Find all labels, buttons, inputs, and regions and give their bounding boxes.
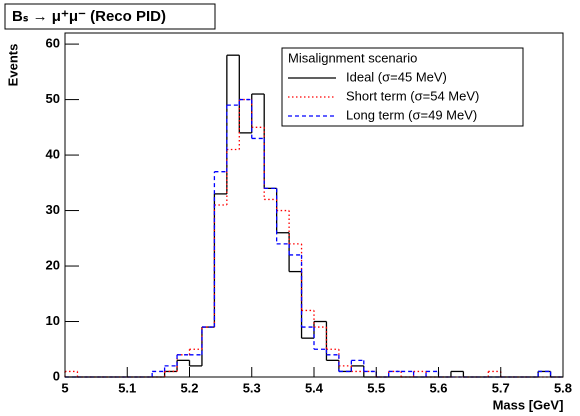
y-tick-label: 50 [46, 91, 60, 106]
y-tick-label: 20 [46, 257, 60, 272]
legend-title: Misalignment scenario [288, 50, 417, 65]
y-tick-label: 10 [46, 313, 60, 328]
chart-title: Bₛ → μ⁺μ⁻ (Reco PID) [12, 8, 166, 25]
x-tick-label: 5.4 [305, 380, 324, 395]
y-tick-label: 30 [46, 202, 60, 217]
x-tick-label: 5.8 [554, 380, 572, 395]
x-tick-label: 5.6 [429, 380, 447, 395]
x-tick-label: 5.3 [243, 380, 261, 395]
x-tick-label: 5 [61, 380, 68, 395]
y-axis-label: Events [5, 44, 20, 87]
y-tick-label: 60 [46, 36, 60, 51]
y-tick-label: 0 [53, 368, 60, 383]
x-tick-label: 5.7 [492, 380, 510, 395]
x-axis-label: Mass [GeV] [493, 397, 564, 412]
x-tick-label: 5.5 [367, 380, 385, 395]
y-tick-label: 40 [46, 147, 60, 162]
legend-label: Ideal (σ=45 MeV) [346, 69, 447, 84]
x-tick-label: 5.1 [118, 380, 136, 395]
legend-label: Short term (σ=54 MeV) [346, 88, 479, 103]
x-tick-label: 5.2 [180, 380, 198, 395]
legend-box [281, 47, 524, 127]
legend-label: Long term (σ=49 MeV) [346, 107, 477, 122]
title-box [4, 3, 216, 30]
